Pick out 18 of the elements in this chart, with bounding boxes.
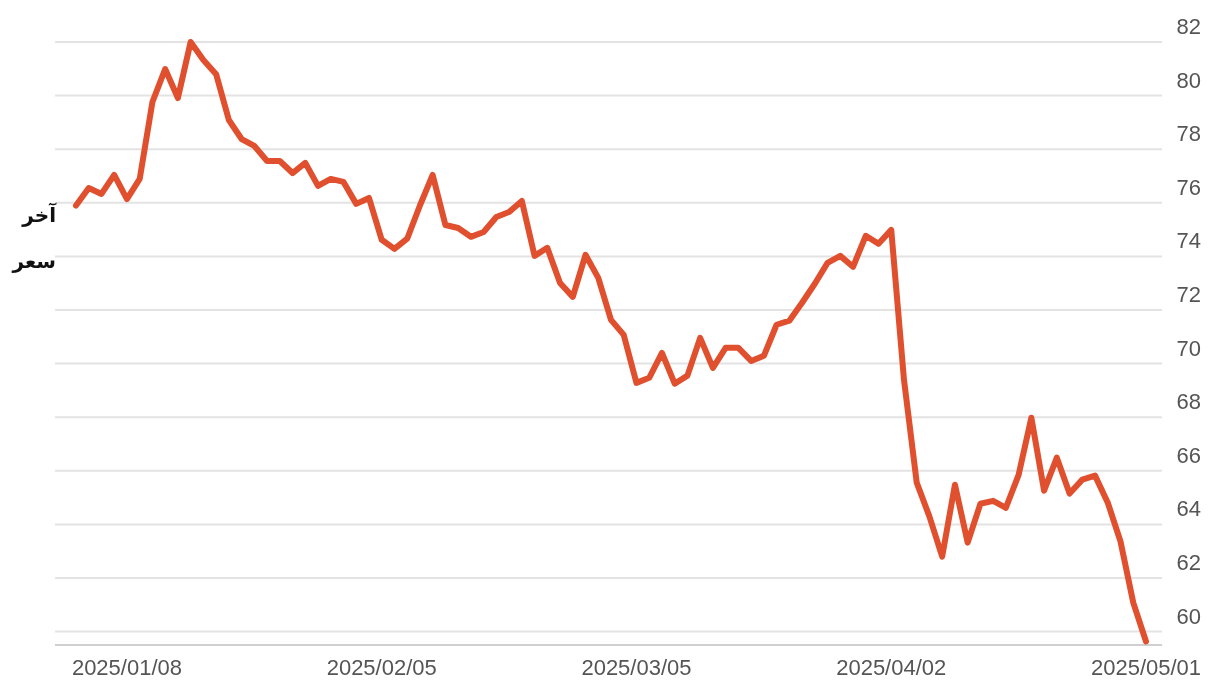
y-tick-label: 82 [1176,14,1201,39]
y-tick-label: 68 [1176,389,1201,415]
y-tick-label: 74 [1176,228,1201,254]
x-tick-label: 2025/05/01 [1090,655,1202,680]
y-tick-label: 72 [1176,282,1201,307]
x-tick-label: 2025/04/02 [836,655,947,680]
y-axis-title: آخر سعر [10,202,56,275]
y-tick-label: 66 [1176,442,1201,468]
y-tick-label: 78 [1176,121,1201,147]
x-tick-label: 2025/03/05 [581,655,692,680]
y-tick-label: 60 [1176,603,1201,629]
x-tick-label: 2025/01/08 [71,655,183,680]
y-tick-label: 76 [1176,174,1201,200]
y-tick-label: 64 [1176,496,1201,522]
y-tick-label: 70 [1176,335,1201,361]
y-tick-label: 80 [1176,67,1201,93]
y-tick-label: 62 [1176,550,1201,575]
x-tick-label: 2025/02/05 [326,655,437,680]
